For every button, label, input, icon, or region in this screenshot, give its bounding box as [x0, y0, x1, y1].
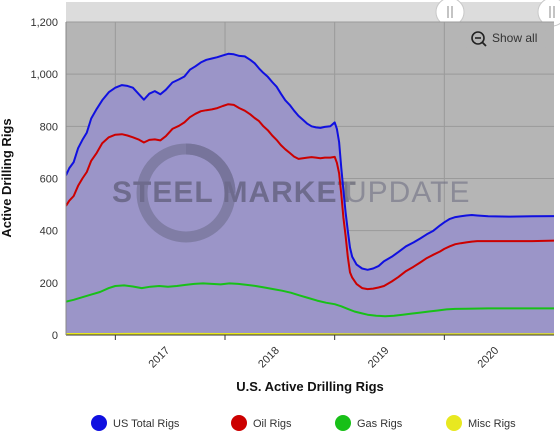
- y-tick-label: 1,000: [30, 69, 58, 81]
- show-all-label: Show all: [492, 31, 537, 45]
- legend-label: Oil Rigs: [253, 418, 292, 430]
- legend: US Total Rigs Oil Rigs Gas Rigs Misc Rigs: [91, 415, 516, 431]
- navigator-track[interactable]: [66, 2, 554, 22]
- watermark-text: STEEL MARKET: [112, 176, 357, 209]
- x-tick-label: 2017: [147, 345, 173, 371]
- x-tick-label: 2020: [475, 345, 501, 371]
- series-line-misc-rigs[interactable]: [66, 332, 554, 335]
- x-axis-title: U.S. Active Drilling Rigs: [236, 379, 384, 394]
- y-tick-label: 400: [40, 226, 58, 238]
- svg-text:UPDATE: UPDATE: [345, 176, 470, 209]
- y-tick-label: 200: [40, 278, 58, 290]
- series-line-gas-rigs[interactable]: [66, 282, 554, 318]
- x-tick-label: 2018: [256, 345, 282, 371]
- zoom-out-icon: [471, 31, 487, 47]
- series-lines: [66, 52, 554, 335]
- y-tick-label: 800: [40, 121, 58, 133]
- watermark-logo: STEEL MARKET UPDATE: [112, 143, 470, 243]
- legend-marker: [446, 415, 462, 431]
- legend-marker: [91, 415, 107, 431]
- legend-item-gas-rigs[interactable]: Gas Rigs: [335, 415, 403, 431]
- legend-marker: [335, 415, 351, 431]
- y-tick-label: 0: [52, 330, 58, 342]
- legend-label: Gas Rigs: [357, 418, 403, 430]
- y-tick-labels: 0 200 400 600 800 1,000 1,200: [30, 17, 58, 342]
- legend-label: Misc Rigs: [468, 418, 516, 430]
- area-layer: [66, 53, 554, 335]
- x-tick-labels: 2017 2018 2019 2020: [147, 345, 502, 371]
- y-tick-label: 1,200: [30, 17, 58, 29]
- legend-label: US Total Rigs: [113, 418, 180, 430]
- show-all-button[interactable]: Show all: [466, 28, 546, 50]
- series-line-oil-rigs[interactable]: [66, 103, 554, 291]
- y-tick-label: 600: [40, 174, 58, 186]
- legend-item-us-total-rigs[interactable]: US Total Rigs: [91, 415, 180, 431]
- legend-item-misc-rigs[interactable]: Misc Rigs: [446, 415, 516, 431]
- x-tick-label: 2019: [366, 345, 392, 371]
- series-line-us-total-rigs[interactable]: [66, 52, 554, 271]
- total-area-fill: [66, 53, 554, 335]
- y-axis-title: Active Drilling Rigs: [0, 118, 14, 237]
- legend-item-oil-rigs[interactable]: Oil Rigs: [231, 415, 292, 431]
- legend-marker: [231, 415, 247, 431]
